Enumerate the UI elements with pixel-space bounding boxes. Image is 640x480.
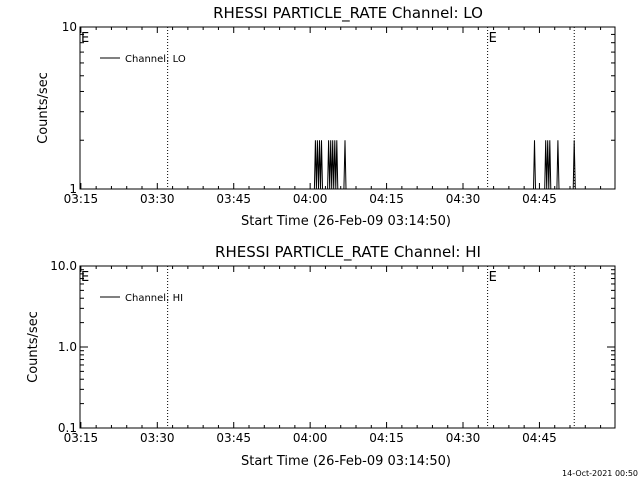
panel-hi-title: RHESSI PARTICLE_RATE Channel: HI	[215, 243, 481, 262]
hi-x-tick-label: 04:45	[522, 431, 557, 445]
lo-y-tick-label: 10	[62, 20, 77, 34]
hi-plot-frame	[79, 265, 616, 429]
hi-y-tick-label: 1.0	[58, 340, 77, 354]
hi-x-tick-label: 04:30	[446, 431, 481, 445]
lo-y-tick-label: 1	[69, 182, 77, 196]
hi-x-tick-label: 03:45	[216, 431, 251, 445]
lo-corner-marker: E	[81, 31, 89, 46]
lo-x-tick-label: 04:30	[446, 192, 481, 206]
lo-x-tick-label: 03:45	[216, 192, 251, 206]
lo-series-line	[80, 140, 600, 190]
lo-x-tick-label: 03:15	[64, 192, 99, 206]
lo-x-tick-label: 04:45	[522, 192, 557, 206]
hi-x-tick-label: 04:00	[293, 431, 328, 445]
hi-y-tick-label: 10.0	[50, 259, 77, 273]
panel-hi-xlabel: Start Time (26-Feb-09 03:14:50)	[241, 454, 451, 469]
lo-x-tick-label: 04:15	[369, 192, 404, 206]
lo-marker-label: E	[489, 31, 497, 46]
hi-corner-marker: E	[81, 270, 89, 285]
panel-lo-xlabel: Start Time (26-Feb-09 03:14:50)	[241, 214, 451, 229]
panel-lo-ylabel: Counts/sec	[36, 72, 51, 144]
hi-y-tick-label: 0.1	[58, 421, 77, 435]
panel-lo-title: RHESSI PARTICLE_RATE Channel: LO	[213, 4, 483, 23]
hi-x-tick-label: 04:15	[369, 431, 404, 445]
panel-hi-ylabel: Counts/sec	[26, 311, 41, 383]
hi-x-tick-label: 03:30	[140, 431, 175, 445]
panel-hi: RHESSI PARTICLE_RATE Channel: HI Counts/…	[26, 243, 616, 469]
lo-x-tick-label: 04:00	[293, 192, 328, 206]
panel-lo: RHESSI PARTICLE_RATE Channel: LO Counts/…	[36, 4, 616, 229]
lo-x-tick-label: 03:30	[140, 192, 175, 206]
hi-legend-label: Channel: HI	[125, 293, 183, 304]
footer-timestamp: 14-Oct-2021 00:50	[562, 469, 638, 478]
hi-x-tick-label: 03:15	[64, 431, 99, 445]
hi-marker-label: E	[489, 270, 497, 285]
lo-legend-label: Channel: LO	[125, 54, 186, 65]
